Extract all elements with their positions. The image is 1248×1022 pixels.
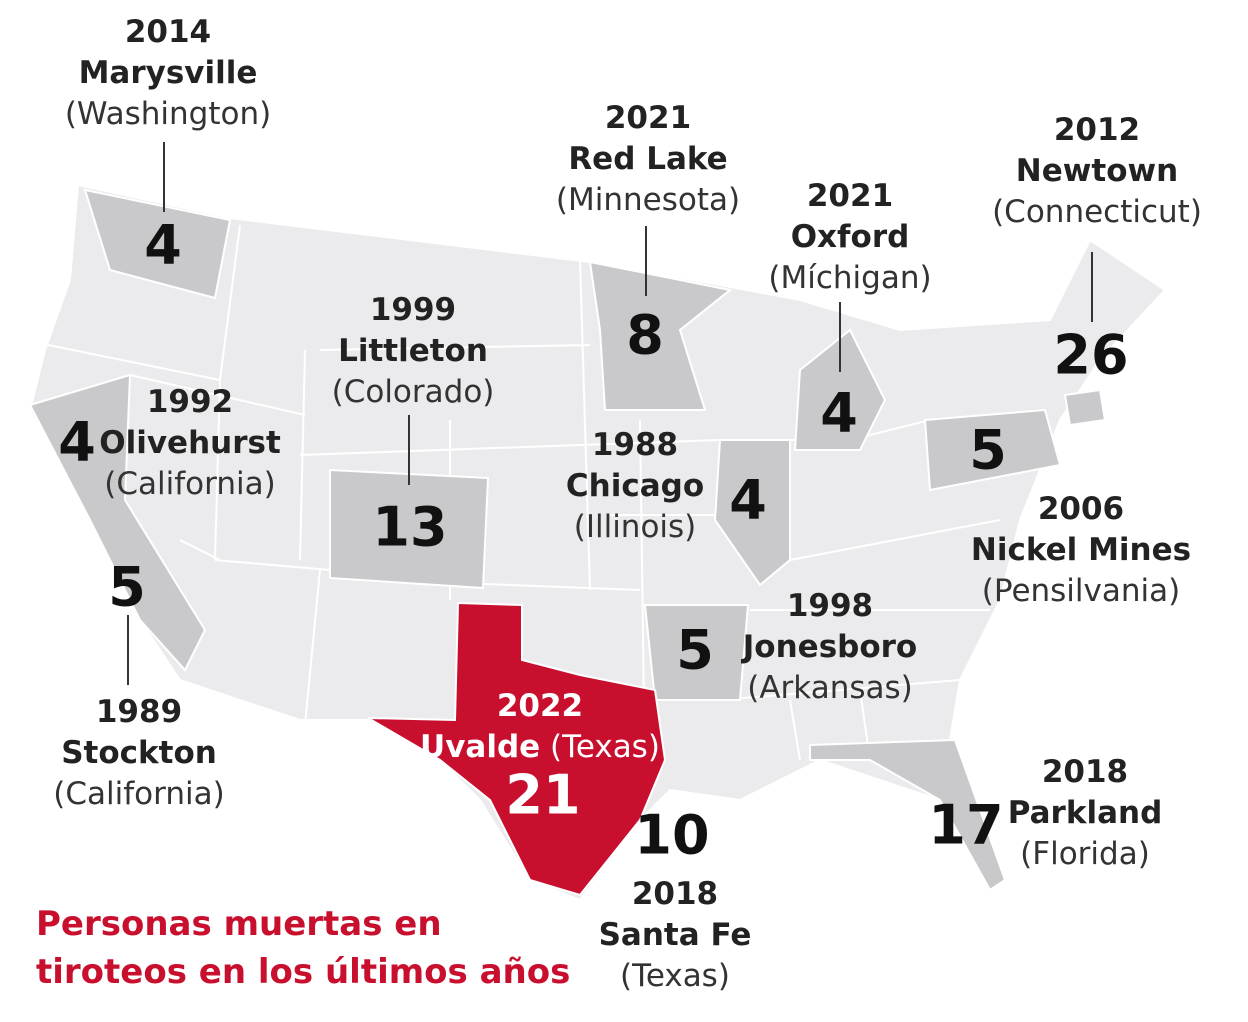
deaths-red-lake: 8 <box>626 303 664 367</box>
title-line-1: Personas muertas en <box>36 904 442 944</box>
deaths-santa-fe: 10 <box>634 803 710 867</box>
state-texas <box>367 601 667 897</box>
state-illinois <box>713 439 791 587</box>
leader-line <box>645 226 647 296</box>
deaths-uvalde: 21 <box>505 763 581 827</box>
state-california <box>28 373 207 672</box>
leader-line <box>408 415 410 485</box>
label-chicago: 1988 Chicago (Illinois) <box>565 427 705 545</box>
state-pennsylvania <box>923 408 1062 492</box>
leader-line <box>839 302 841 372</box>
label-nickel-mines: 2006 Nickel Mines (Pensilvania) <box>970 491 1192 609</box>
deaths-newtown: 26 <box>1053 323 1129 387</box>
state-michigan <box>793 328 887 451</box>
label-parkland: 2018 Parkland (Florida) <box>1007 754 1163 872</box>
label-littleton: 1999 Littleton (Colorado) <box>331 292 495 410</box>
state-colorado <box>329 468 490 590</box>
label-olivehurst: 1992 Olivehurst (California) <box>99 384 281 502</box>
state-florida <box>809 738 1007 892</box>
state-minnesota <box>588 260 733 411</box>
leader-line <box>1091 252 1093 322</box>
state-washington <box>83 188 232 300</box>
deaths-oxford: 4 <box>820 381 858 445</box>
deaths-olivehurst: 4 <box>58 410 96 474</box>
deaths-marysville: 4 <box>144 213 182 277</box>
state-connecticut <box>1063 388 1107 427</box>
title-line-2: tiroteos en los últimos años <box>36 952 571 992</box>
deaths-littleton: 13 <box>372 495 448 559</box>
deaths-nickel-mines: 5 <box>969 418 1007 482</box>
deaths-stockton: 5 <box>108 555 146 619</box>
state-arkansas <box>643 604 750 701</box>
label-santa-fe: 2018 Santa Fe (Texas) <box>598 876 752 994</box>
deaths-jonesboro: 5 <box>676 618 714 682</box>
label-uvalde: 2022 Uvalde (Texas) <box>420 688 660 765</box>
map-title: Personas muertas en tiroteos en los últim… <box>36 900 570 996</box>
leader-line <box>127 615 129 685</box>
deaths-parkland: 17 <box>928 793 1004 857</box>
label-oxford: 2021 Oxford (Míchigan) <box>768 178 932 296</box>
label-jonesboro: 1998 Jonesboro (Arkansas) <box>742 588 918 706</box>
leader-line <box>163 142 165 212</box>
label-red-lake: 2021 Red Lake (Minnesota) <box>555 100 741 218</box>
label-marysville: 2014 Marysville (Washington) <box>64 14 272 132</box>
deaths-chicago: 4 <box>729 468 767 532</box>
label-stockton: 1989 Stockton (California) <box>53 694 225 812</box>
label-newtown: 2012 Newtown (Connecticut) <box>992 112 1202 230</box>
